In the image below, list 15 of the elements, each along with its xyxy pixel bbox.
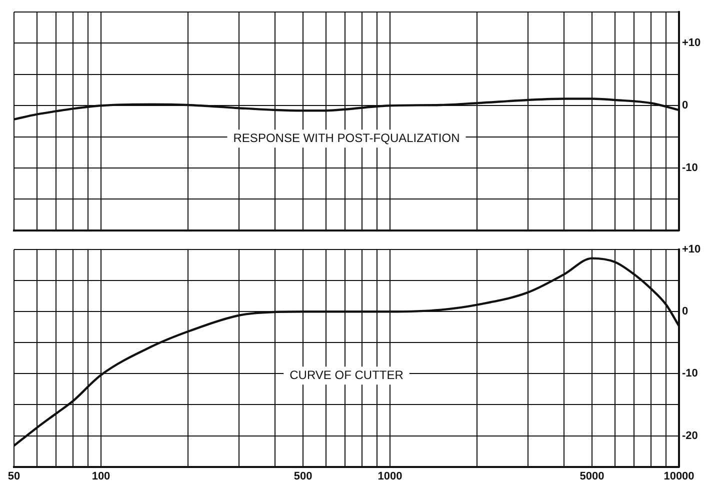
y-tick-label: +10	[682, 244, 701, 256]
y-tick-label: +10	[682, 37, 701, 50]
annotation: CURVE OF CUTTER	[290, 368, 404, 382]
x-tick-label: 100	[92, 470, 110, 482]
x-tick-label: 10000	[664, 470, 694, 482]
x-tick-label: 1000	[378, 470, 402, 482]
y-tick-label: 0	[682, 100, 688, 112]
x-tick-label: 500	[294, 470, 312, 482]
x-tick-label: 50	[8, 470, 20, 482]
y-tick-label: 0	[682, 306, 688, 318]
annotation: RESPONSE WITH POST-FQUALIZATION	[233, 130, 460, 145]
y-tick-label: -10	[682, 162, 698, 174]
x-tick-label: 5000	[580, 470, 604, 482]
y-tick-label: -20	[682, 430, 698, 442]
y-tick-label: -10	[682, 368, 698, 380]
